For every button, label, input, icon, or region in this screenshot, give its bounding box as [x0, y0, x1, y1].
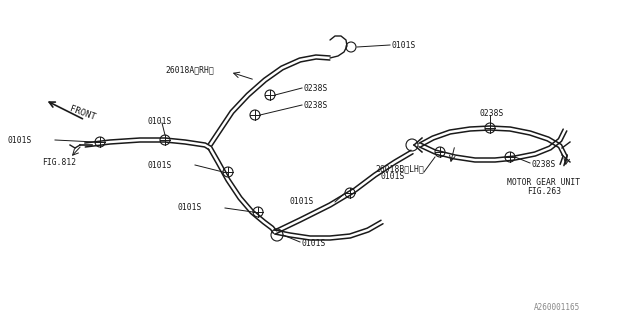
Text: FIG.263: FIG.263 — [527, 188, 561, 196]
Text: 0238S: 0238S — [531, 159, 556, 169]
Text: 0238S: 0238S — [303, 100, 328, 109]
Text: 0101S: 0101S — [381, 172, 405, 180]
Text: 0101S: 0101S — [148, 116, 172, 125]
Text: 0238S: 0238S — [480, 108, 504, 117]
Text: 0101S: 0101S — [8, 135, 33, 145]
Text: A260001165: A260001165 — [534, 303, 580, 312]
Text: FRONT: FRONT — [68, 104, 97, 122]
Text: 26018B〈LH〉: 26018B〈LH〉 — [375, 164, 424, 173]
Text: 0101S: 0101S — [391, 41, 415, 50]
Text: 0101S: 0101S — [178, 204, 202, 212]
Text: 0238S: 0238S — [303, 84, 328, 92]
Text: MOTOR GEAR UNIT: MOTOR GEAR UNIT — [507, 178, 580, 187]
Text: 26018A〈RH〉: 26018A〈RH〉 — [165, 66, 214, 75]
Text: FIG.812: FIG.812 — [42, 157, 76, 166]
Text: 0101S: 0101S — [301, 238, 325, 247]
Text: 0101S: 0101S — [148, 161, 172, 170]
Text: 0101S: 0101S — [290, 197, 314, 206]
